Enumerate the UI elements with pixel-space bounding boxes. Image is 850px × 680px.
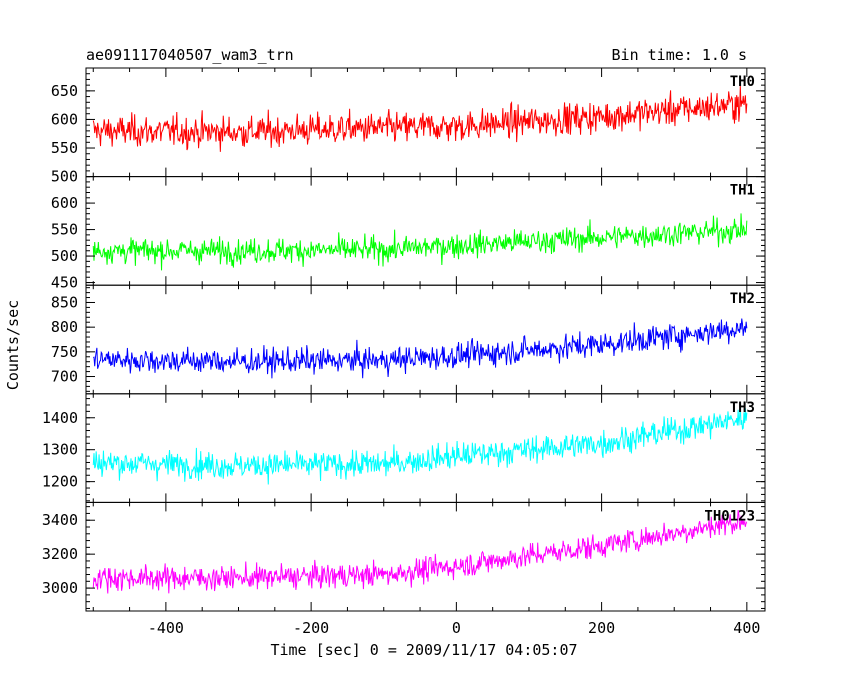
panel-label-th2: TH2 (730, 291, 755, 307)
y-tick-label: 600 (51, 110, 78, 128)
y-axis-label: Counts/sec (4, 300, 22, 390)
y-tick-label: 1400 (42, 409, 78, 427)
panel-th0123: 3000 3200 3400 TH0123 (42, 501, 766, 612)
x-tick-label: 400 (733, 619, 760, 637)
panel-th2: 700 750 800 850 TH2 (51, 284, 766, 395)
series-th1 (92, 213, 748, 271)
y-tick-label: 1300 (42, 441, 78, 459)
panels: 500 550 600 650 TH0 450 500 550 600 TH1 700 750 800 8… (42, 67, 766, 612)
chart-title: ae091117040507_wam3_trn (86, 46, 294, 64)
series-th0123 (92, 509, 748, 594)
panel-th1: 450 500 550 600 TH1 (51, 176, 766, 292)
y-tick-label: 750 (51, 343, 78, 361)
x-axis: -400 -200 0 200 400 (148, 619, 761, 637)
x-tick-label: 200 (588, 619, 615, 637)
y-tick-label: 850 (51, 293, 78, 311)
panel-th0: 500 550 600 650 TH0 (51, 67, 766, 186)
x-tick-label: -400 (148, 619, 184, 637)
y-tick-label: 550 (51, 139, 78, 157)
panel-label-th0123: TH0123 (704, 508, 755, 524)
y-tick-label: 500 (51, 168, 78, 186)
y-tick-label: 450 (51, 274, 78, 292)
panel-th3: 1200 1300 1400 TH3 (42, 393, 766, 503)
series-th3 (92, 406, 748, 485)
panel-label-th3: TH3 (730, 400, 755, 416)
panel-frame (85, 501, 766, 612)
y-tick-label: 550 (51, 221, 78, 239)
x-tick-label: -200 (293, 619, 329, 637)
y-tick-label: 3000 (42, 579, 78, 597)
x-axis-label: Time [sec] 0 = 2009/11/17 04:05:07 (270, 641, 577, 659)
y-tick-label: 3200 (42, 545, 78, 563)
y-tick-label: 650 (51, 82, 78, 100)
y-tick-label: 800 (51, 318, 78, 336)
y-tick-label: 600 (51, 194, 78, 212)
panel-frame (85, 393, 766, 503)
x-tick-label: 0 (452, 619, 461, 637)
y-tick-label: 3400 (42, 511, 78, 529)
y-tick-label: 1200 (42, 473, 78, 491)
y-tick-label: 500 (51, 247, 78, 265)
panel-label-th1: TH1 (730, 183, 755, 199)
y-tick-label: 700 (51, 368, 78, 386)
series-th0 (92, 85, 748, 152)
series-th2 (93, 318, 748, 379)
bin-time-label: Bin time: 1.0 s (612, 46, 747, 64)
panel-label-th0: TH0 (730, 74, 755, 90)
